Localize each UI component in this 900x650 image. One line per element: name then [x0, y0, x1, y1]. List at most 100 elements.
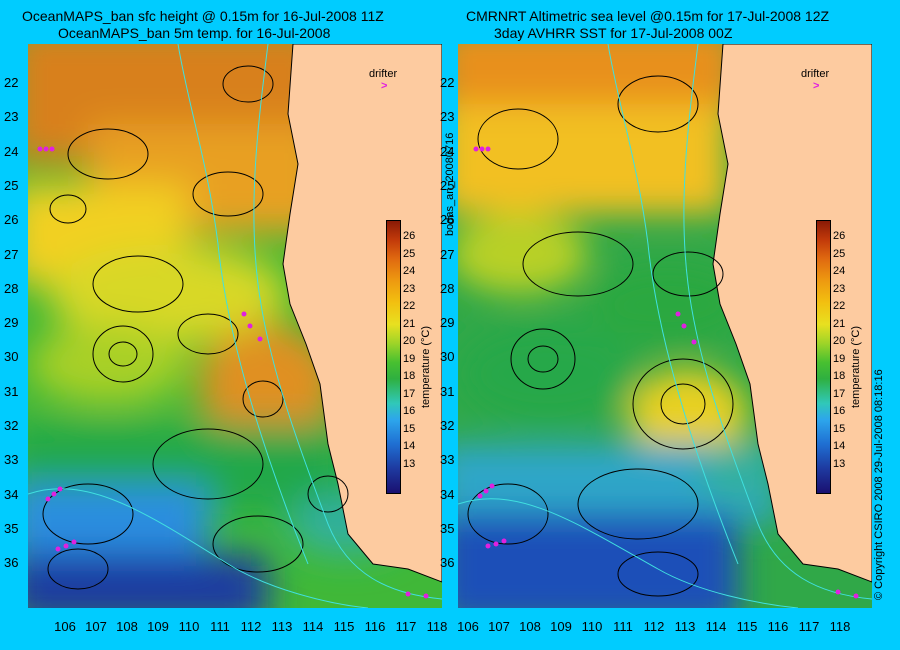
- left-drifter-label: drifter: [369, 68, 398, 80]
- lon-tick: 117: [395, 619, 417, 634]
- lon-tick: 110: [581, 619, 603, 634]
- lon-tick: 114: [705, 619, 727, 634]
- lon-tick: 114: [302, 619, 324, 634]
- lon-tick: 111: [613, 619, 633, 634]
- colorbar-tick: 15: [833, 422, 846, 435]
- colorbar-tick: 26: [403, 230, 416, 242]
- lon-tick: 106: [457, 619, 479, 634]
- right-drifter-legend: drifter >: [801, 68, 829, 92]
- lon-tick: 118: [426, 619, 448, 634]
- colorbar-tick: 23: [833, 282, 846, 295]
- copyright-label: © Copyright CSIRO 2008 29-Jul-2008 08:18…: [873, 369, 885, 600]
- lon-tick: 106: [54, 619, 76, 634]
- colorbar-tick: 24: [833, 265, 846, 277]
- colorbar-tick: 13: [833, 457, 846, 470]
- lat-tick-left: 31: [4, 383, 19, 399]
- lat-tick-left: 27: [4, 246, 19, 262]
- right-colorbar-label: temperature (°C): [850, 325, 862, 408]
- lat-tick-right: 32: [440, 418, 455, 433]
- colorbar-tick: 22: [833, 300, 846, 312]
- right-map-svg: [458, 44, 872, 608]
- lon-tick: 111: [210, 619, 230, 634]
- lon-tick: 112: [643, 619, 665, 634]
- colorbar-tick: 19: [833, 352, 846, 365]
- lat-tick-right: 23: [440, 109, 455, 125]
- lat-tick-right: 24: [440, 143, 455, 159]
- colorbar-tick: 22: [403, 300, 416, 312]
- lat-tick-right: 27: [440, 246, 455, 262]
- colorbar-tick: 17: [833, 387, 846, 400]
- left-title-line2: OceanMAPS_ban 5m temp. for 16-Jul-2008: [58, 25, 331, 41]
- colorbar-tick: 15: [403, 422, 416, 435]
- colorbar-tick: 26: [833, 230, 846, 242]
- lat-tick-right: 31: [440, 383, 455, 399]
- lat-tick-right: 34: [440, 486, 455, 502]
- lat-tick-left: 26: [4, 212, 19, 228]
- left-map-svg: [28, 44, 442, 608]
- lat-tick-right: 26: [440, 212, 455, 228]
- left-land-mask: [282, 44, 442, 583]
- colorbar-tick: 18: [833, 370, 846, 382]
- left-colorbar-label: temperature (°C): [420, 325, 432, 408]
- lon-tick: 107: [85, 619, 107, 634]
- lon-tick: 109: [147, 619, 169, 634]
- colorbar-tick: 18: [403, 370, 416, 382]
- right-title-line1: CMRNRT Altimetric sea level @0.15m for 1…: [466, 8, 830, 24]
- right-drifter-label: drifter: [801, 68, 830, 80]
- colorbar-tick: 25: [833, 247, 846, 260]
- lon-tick: 112: [240, 619, 262, 634]
- lat-tick-left: 32: [4, 418, 19, 433]
- lat-tick-left: 24: [4, 143, 19, 159]
- lat-tick-right: 28: [440, 280, 455, 296]
- colorbar-tick: 13: [403, 457, 416, 470]
- lon-tick: 118: [829, 619, 851, 634]
- colorbar-tick: 16: [833, 405, 846, 417]
- lat-tick-left: 34: [4, 486, 19, 502]
- colorbar-tick: 14: [403, 440, 416, 452]
- lat-tick-left: 23: [4, 109, 19, 125]
- lat-tick-left: 25: [4, 177, 19, 193]
- colorbar-tick: 21: [403, 317, 416, 330]
- right-colorbar: [816, 220, 831, 494]
- lon-tick: 107: [488, 619, 510, 634]
- lat-tick-left: 30: [4, 349, 19, 365]
- colorbar-tick: 24: [403, 265, 416, 277]
- lon-tick: 109: [550, 619, 572, 634]
- lat-tick-right: 22: [440, 75, 455, 90]
- run-id-label: bodas_an_20080716: [444, 132, 456, 236]
- lat-tick-left: 29: [4, 315, 19, 331]
- lat-tick-right: 25: [440, 177, 455, 193]
- colorbar-tick: 16: [403, 405, 416, 417]
- colorbar-tick: 23: [403, 282, 416, 295]
- left-colorbar: [386, 220, 401, 494]
- colorbar-tick: 14: [833, 440, 846, 452]
- left-panel-title: OceanMAPS_ban sfc height @ 0.15m for 16-…: [22, 8, 384, 42]
- lat-tick-right: 29: [440, 315, 455, 331]
- right-panel-title: CMRNRT Altimetric sea level @0.15m for 1…: [466, 8, 829, 42]
- lon-tick: 117: [798, 619, 820, 634]
- left-title-line1: OceanMAPS_ban sfc height @ 0.15m for 16-…: [22, 8, 384, 24]
- lat-tick-right: 36: [440, 555, 455, 571]
- right-title-line2: 3day AVHRR SST for 17-Jul-2008 00Z: [494, 25, 733, 41]
- lon-tick: 110: [178, 619, 200, 634]
- lon-tick: 108: [116, 619, 138, 634]
- lon-tick: 113: [271, 619, 293, 634]
- right-land-mask: [712, 44, 872, 583]
- left-map-panel: [28, 44, 442, 608]
- colorbar-tick: 20: [403, 335, 416, 347]
- lon-tick: 116: [364, 619, 386, 634]
- lat-tick-right: 35: [440, 520, 455, 536]
- lon-tick: 116: [767, 619, 789, 634]
- lat-tick-left: 36: [4, 555, 19, 571]
- right-drifter-marker: >: [813, 80, 820, 92]
- lon-tick: 115: [736, 619, 758, 634]
- lat-tick-left: 28: [4, 280, 19, 296]
- lon-tick: 108: [519, 619, 541, 634]
- colorbar-tick: 21: [833, 317, 846, 330]
- lon-tick: 113: [674, 619, 696, 634]
- lon-tick: 115: [333, 619, 355, 634]
- lat-tick-right: 30: [440, 349, 455, 365]
- lat-tick-left: 35: [4, 520, 19, 536]
- left-drifter-legend: drifter >: [369, 68, 397, 92]
- colorbar-tick: 19: [403, 352, 416, 365]
